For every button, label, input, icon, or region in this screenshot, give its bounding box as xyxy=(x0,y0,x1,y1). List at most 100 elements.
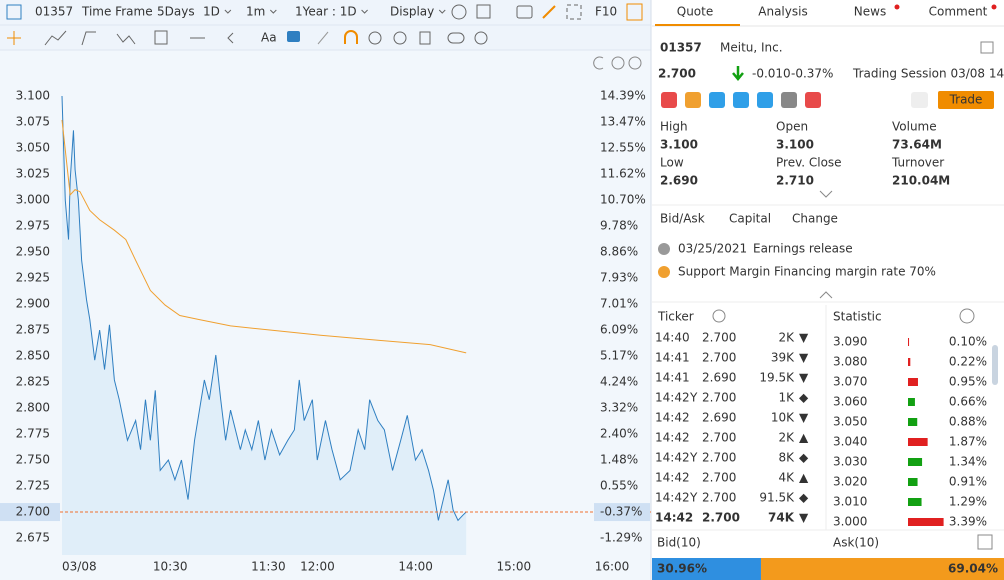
ask-label: Ask(10) xyxy=(833,536,879,550)
menu-icon[interactable] xyxy=(980,41,994,54)
ticker-time: 14:40 xyxy=(655,331,690,345)
more-icon[interactable] xyxy=(959,308,975,324)
collapse-arrow[interactable] xyxy=(819,291,833,299)
y2-tick-label: -0.37% xyxy=(600,505,642,519)
feature-icon[interactable] xyxy=(805,92,821,108)
magnet-icon[interactable] xyxy=(344,30,358,44)
line-tool-icon[interactable] xyxy=(44,30,67,46)
x-tick-label: 03/08 xyxy=(62,560,97,574)
chart-tool-icon[interactable] xyxy=(154,30,168,45)
ticker-price: 2.700 xyxy=(702,471,736,485)
toolbar-option[interactable]: 1D xyxy=(203,5,220,19)
y2-tick-label: 5.17% xyxy=(600,348,638,362)
zoom-in-icon[interactable] xyxy=(628,56,642,70)
bid-icon[interactable] xyxy=(977,534,993,550)
dropdown-chevron[interactable] xyxy=(269,9,277,14)
price-line xyxy=(61,96,467,522)
note-tool-icon[interactable] xyxy=(287,31,300,42)
link-icon[interactable] xyxy=(447,32,465,44)
dropdown-chevron[interactable] xyxy=(224,9,232,14)
icon[interactable] xyxy=(6,4,22,20)
y-tick-label: 2.800 xyxy=(16,401,50,415)
ticker-volume: 10K xyxy=(771,411,795,425)
trade-button-label[interactable]: Trade xyxy=(949,93,983,107)
y-tick-label: 2.700 xyxy=(16,505,50,519)
dropdown-chevron[interactable] xyxy=(438,9,446,14)
ticker-volume: 1K xyxy=(778,391,795,405)
feature-icon[interactable] xyxy=(661,92,677,108)
checkbox-icon[interactable] xyxy=(476,4,491,19)
zoom-out-icon[interactable] xyxy=(611,56,625,70)
feature-icon[interactable] xyxy=(781,92,797,108)
camera-icon[interactable] xyxy=(516,5,533,19)
statistic-price: 3.020 xyxy=(833,475,867,489)
settings-icon[interactable] xyxy=(474,31,488,45)
stat-value: 2.710 xyxy=(776,174,814,188)
scrollbar[interactable] xyxy=(992,345,998,385)
statistic-bar xyxy=(908,378,918,386)
draw-tool-icon[interactable] xyxy=(81,31,96,46)
y-tick-label: 2.775 xyxy=(16,427,50,441)
y2-tick-label: 6.09% xyxy=(600,322,638,336)
font-tool[interactable]: Aa xyxy=(261,31,277,45)
y-tick-label: 3.050 xyxy=(16,141,50,155)
statistic-pct: 0.88% xyxy=(949,415,987,429)
trading-session: Trading Session 03/08 14:42 xyxy=(852,67,1004,81)
reset-icon[interactable] xyxy=(593,56,604,70)
stock-code[interactable]: 01357 xyxy=(35,5,73,19)
feature-icon[interactable] xyxy=(685,92,701,108)
ticker-direction: ▼ xyxy=(799,411,809,425)
quote-tab[interactable]: Quote xyxy=(677,5,713,19)
pen-icon[interactable] xyxy=(542,5,556,19)
settings-icon[interactable] xyxy=(451,4,467,20)
toolbar-option[interactable]: Display xyxy=(390,5,434,19)
wave-tool-icon[interactable] xyxy=(116,33,136,45)
expand-icon[interactable] xyxy=(566,4,582,20)
y-tick-label: 2.950 xyxy=(16,245,50,259)
quote-tab[interactable]: Analysis xyxy=(758,5,807,19)
statistic-pct: 1.29% xyxy=(949,495,987,509)
time-frame-label[interactable]: Time Frame xyxy=(81,5,153,19)
lock-icon[interactable] xyxy=(368,31,382,45)
sub-tab[interactable]: Bid/Ask xyxy=(660,212,705,226)
ask-share: 69.04% xyxy=(948,562,998,576)
sub-tab[interactable]: Change xyxy=(792,212,838,226)
notice-icon xyxy=(658,266,670,278)
ticker-time: 14:42 xyxy=(655,511,693,525)
ticker-price: 2.690 xyxy=(702,371,736,385)
stat-label: Low xyxy=(660,156,684,170)
alert-icon[interactable] xyxy=(911,92,928,108)
dropdown-chevron[interactable] xyxy=(361,9,368,14)
help-icon[interactable] xyxy=(712,309,726,323)
y2-tick-label: 8.86% xyxy=(600,244,638,258)
toolbar-option[interactable]: 1m xyxy=(246,5,265,19)
sidebar-icon[interactable] xyxy=(626,3,643,21)
ticker-direction: ▼ xyxy=(799,371,809,385)
ruler-icon[interactable] xyxy=(317,31,329,45)
ticker-volume: 2K xyxy=(778,331,795,345)
y-tick-label: 2.925 xyxy=(16,271,50,285)
ticker-flag: Y xyxy=(689,391,698,405)
toolbar-option[interactable]: 5Days xyxy=(157,5,195,19)
ticker-direction: ◆ xyxy=(799,491,809,505)
price-change: -0.010 xyxy=(752,67,791,81)
current-price-badge xyxy=(0,503,60,522)
f10-button[interactable]: F10 xyxy=(595,5,617,19)
statistic-pct: 0.22% xyxy=(949,355,987,369)
stock-code: 01357 xyxy=(660,41,702,55)
quote-tab[interactable]: Comment xyxy=(929,5,988,19)
feature-icon[interactable] xyxy=(733,92,749,108)
quote-tab[interactable]: News xyxy=(854,5,886,19)
trade-button[interactable] xyxy=(938,91,994,109)
back-tool-icon[interactable] xyxy=(227,32,234,44)
hide-icon[interactable] xyxy=(393,31,407,45)
statistic-bar xyxy=(908,358,911,366)
toolbar-option[interactable]: 1Year : 1D xyxy=(295,5,357,19)
feature-icon[interactable] xyxy=(757,92,773,108)
expand-arrow[interactable] xyxy=(819,190,833,198)
y-tick-label: 2.900 xyxy=(16,297,50,311)
ticker-volume: 74K xyxy=(768,511,795,525)
sub-tab[interactable]: Capital xyxy=(729,212,771,226)
feature-icon[interactable] xyxy=(709,92,725,108)
delete-icon[interactable] xyxy=(419,31,431,45)
